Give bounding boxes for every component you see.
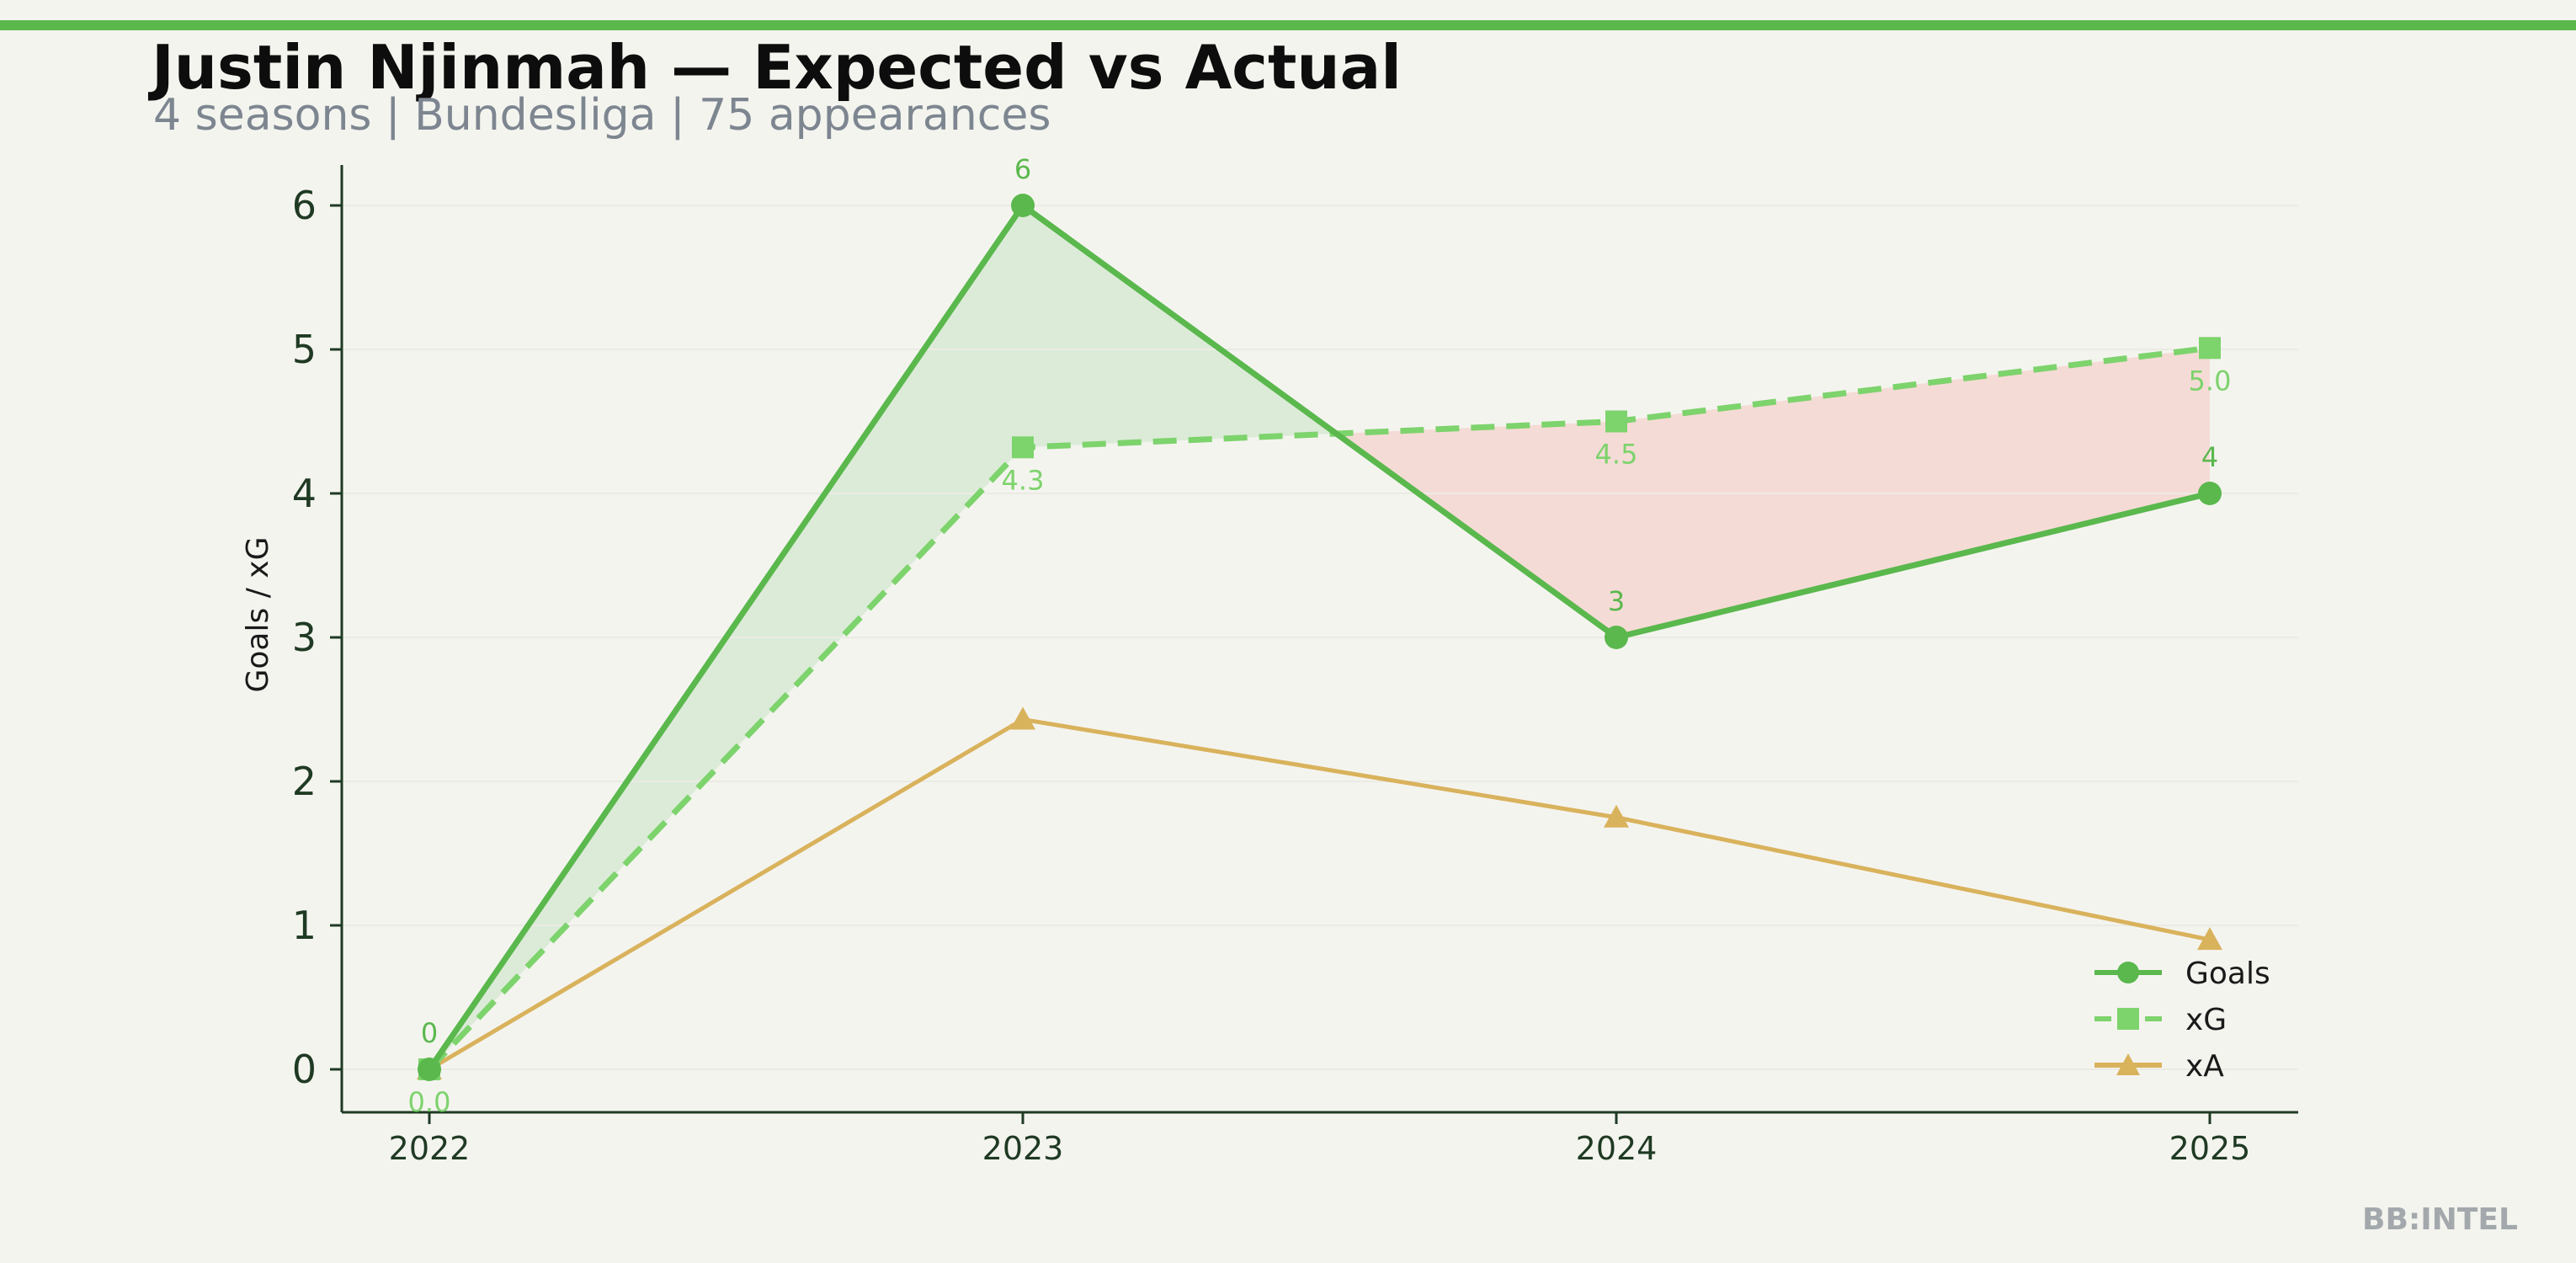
- xg-data-label: 5.0: [2189, 365, 2232, 397]
- goals-point: [2198, 482, 2222, 505]
- y-tick-label: 4: [292, 471, 317, 516]
- brand-watermark: BB:INTEL: [2362, 1202, 2518, 1237]
- goals-data-label: 6: [1014, 153, 1031, 185]
- chart-axes: 0 1 2 3 4 5 6 2022 2023 2024 2025: [292, 165, 2298, 1167]
- xg-data-label: 4.3: [1002, 464, 1045, 496]
- x-tick-label: 2022: [389, 1130, 471, 1167]
- goals-point: [418, 1058, 441, 1081]
- chart-series: [417, 194, 2222, 1081]
- xa-point: [1604, 804, 1629, 828]
- xa-line: [428, 717, 2211, 1072]
- chart-legend: Goals xG xA: [2094, 957, 2270, 1084]
- chart-title: Justin Njinmah — Expected vs Actual: [152, 32, 1402, 103]
- xg-data-label: 4.5: [1595, 439, 1638, 471]
- y-tick-label: 5: [292, 327, 317, 372]
- y-tick-label: 6: [292, 183, 317, 228]
- legend-marker: [2117, 1008, 2139, 1030]
- y-tick-label: 1: [292, 903, 317, 948]
- legend-marker: [2117, 962, 2139, 983]
- xg-line: [427, 344, 2211, 1072]
- legend-label: xA: [2185, 1049, 2224, 1084]
- x-tick-label: 2023: [982, 1130, 1064, 1167]
- xg-data-label: 0.0: [408, 1086, 451, 1118]
- goals-data-label: 3: [1608, 585, 1625, 617]
- goals-data-label: 4: [2201, 441, 2218, 473]
- goals-point: [1011, 194, 1035, 217]
- xg-point: [1605, 410, 1627, 433]
- legend-marker: [2116, 1053, 2140, 1075]
- legend-label: xG: [2185, 1003, 2227, 1037]
- goals-line: [427, 201, 2211, 1071]
- y-tick-label: 2: [292, 759, 317, 804]
- x-tick-label: 2025: [2169, 1130, 2251, 1167]
- accent-bar: [0, 20, 2576, 30]
- chart-subtitle: 4 seasons | Bundesliga | 75 appearances: [153, 90, 1051, 141]
- x-tick-label: 2024: [1576, 1130, 1658, 1167]
- xg-point: [1012, 436, 1034, 459]
- y-tick-label: 3: [292, 615, 317, 660]
- xg-point: [2199, 337, 2221, 360]
- y-tick-label: 0: [292, 1047, 317, 1092]
- goals-data-label: 0: [421, 1017, 438, 1049]
- xa-point: [1010, 706, 1035, 730]
- legend-label: Goals: [2185, 957, 2270, 991]
- y-axis-label: Goals / xG: [241, 537, 275, 693]
- data-labels: 0 6 3 4 0.0 4.3 4.5 5.0: [408, 153, 2232, 1118]
- goals-point: [1605, 626, 1628, 649]
- xa-point: [2197, 927, 2222, 951]
